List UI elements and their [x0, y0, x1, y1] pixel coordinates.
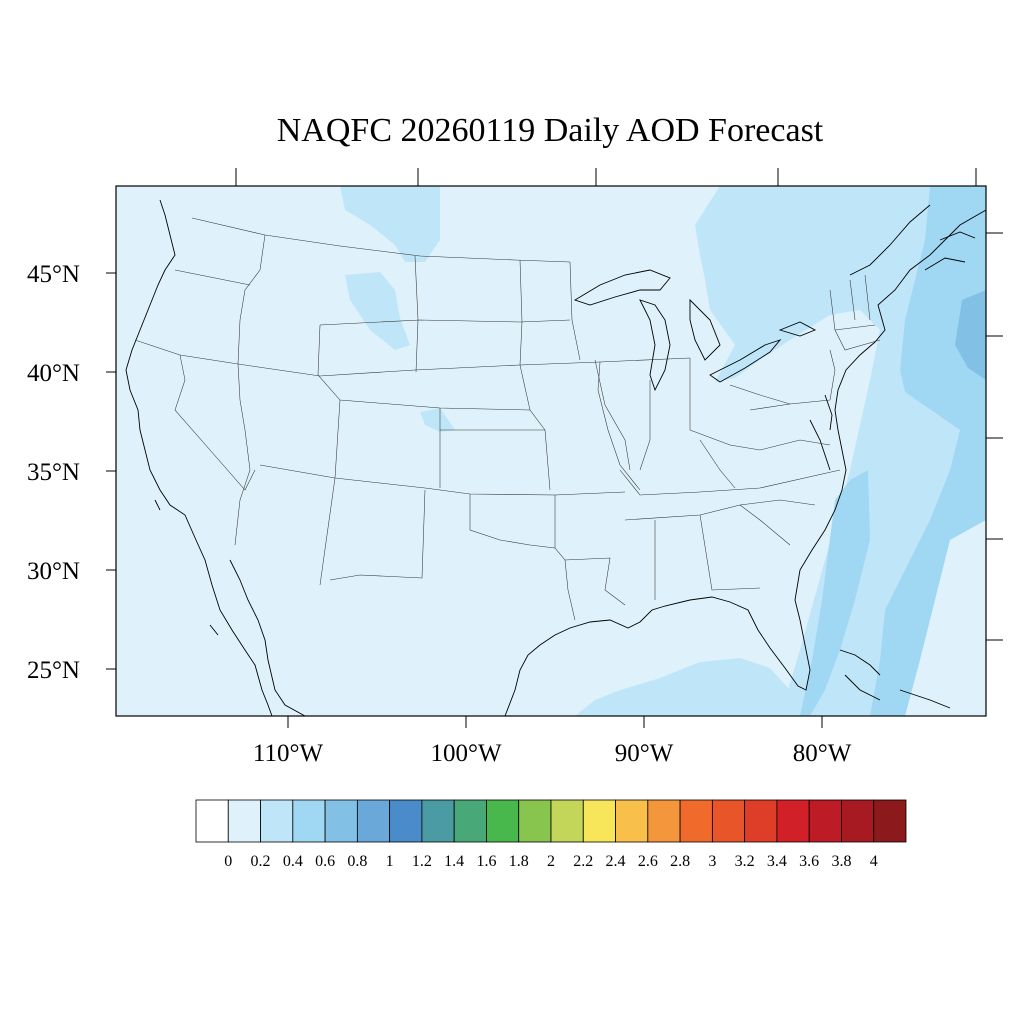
colorbar-label: 2.6 [638, 853, 658, 870]
colorbar-label: 0 [224, 853, 232, 870]
lat-label-45n: 45°N [27, 261, 80, 288]
axis-ticks [106, 168, 1003, 728]
colorbar-label: 1.4 [444, 853, 464, 870]
colorbar-swatch [582, 799, 616, 843]
colorbar-label: 0.6 [315, 853, 335, 870]
colorbar-label: 3.4 [767, 853, 787, 870]
colorbar-swatch [195, 799, 229, 843]
colorbar-label: 2.4 [606, 853, 626, 870]
colorbar-label: 1.2 [412, 853, 432, 870]
colorbar-swatch [679, 799, 713, 843]
colorbar-swatch [550, 799, 584, 843]
map-title: NAQFC 20260119 Daily AOD Forecast [276, 112, 824, 149]
great-lakes [573, 269, 817, 392]
colorbar-swatch [260, 799, 294, 843]
lat-label-25n: 25°N [27, 657, 80, 684]
colorbar-label: 4 [870, 853, 878, 870]
colorbar-label: 0.2 [251, 853, 271, 870]
lon-label-80w: 80°W [793, 740, 852, 767]
colorbar-swatch [873, 799, 907, 843]
colorbar-swatch [453, 799, 487, 843]
colorbar-label: 3.8 [831, 853, 851, 870]
colorbar-label: 3 [708, 853, 716, 870]
colorbar-label: 2.2 [573, 853, 593, 870]
colorbar-swatch [227, 799, 261, 843]
colorbar-swatch [615, 799, 649, 843]
colorbar-swatch [421, 799, 455, 843]
colorbar-swatch [841, 799, 875, 843]
lon-label-110w: 110°W [253, 740, 324, 767]
colorbar-swatch [776, 799, 810, 843]
colorbar-swatch [389, 799, 423, 843]
lat-label-40n: 40°N [27, 360, 80, 387]
lat-label-30n: 30°N [27, 558, 80, 585]
lat-label-35n: 35°N [27, 459, 80, 486]
colorbar-swatch [711, 799, 746, 843]
colorbar-label: 0.8 [347, 853, 367, 870]
colorbar-label: 3.6 [799, 853, 819, 870]
colorbar-label: 1.8 [509, 853, 529, 870]
colorbar-label: 2.8 [670, 853, 690, 870]
colorbar-swatch [808, 799, 842, 843]
colorbar-swatch [744, 799, 778, 843]
colorbar-swatch [518, 799, 552, 843]
colorbar-label: 2 [547, 853, 555, 870]
state-boundaries [134, 217, 881, 621]
colorbar-label: 0.4 [283, 853, 303, 870]
colorbar-label: 3.2 [735, 853, 755, 870]
aod-field-level-0.4-0.6-lower [905, 520, 986, 716]
colorbar-label: 1.6 [476, 853, 496, 870]
colorbar-swatch [486, 799, 520, 843]
lon-label-100w: 100°W [430, 740, 501, 767]
coastline [125, 199, 986, 716]
colorbar-label: 1 [386, 853, 394, 870]
colorbar-swatch [324, 799, 358, 843]
lon-label-90w: 90°W [615, 740, 674, 767]
colorbar-swatch [356, 799, 391, 843]
aod-field-level-0.6-0.8 [955, 290, 986, 380]
colorbar-swatch [647, 799, 681, 843]
colorbar-swatch [292, 799, 326, 843]
colorbar: 0 0.2 0.4 0.6 0.8 1 1.2 1.4 1.6 1.8 2 2.2 2.4 2.6 2.8 3… [195, 799, 907, 870]
map-frame [115, 185, 987, 717]
